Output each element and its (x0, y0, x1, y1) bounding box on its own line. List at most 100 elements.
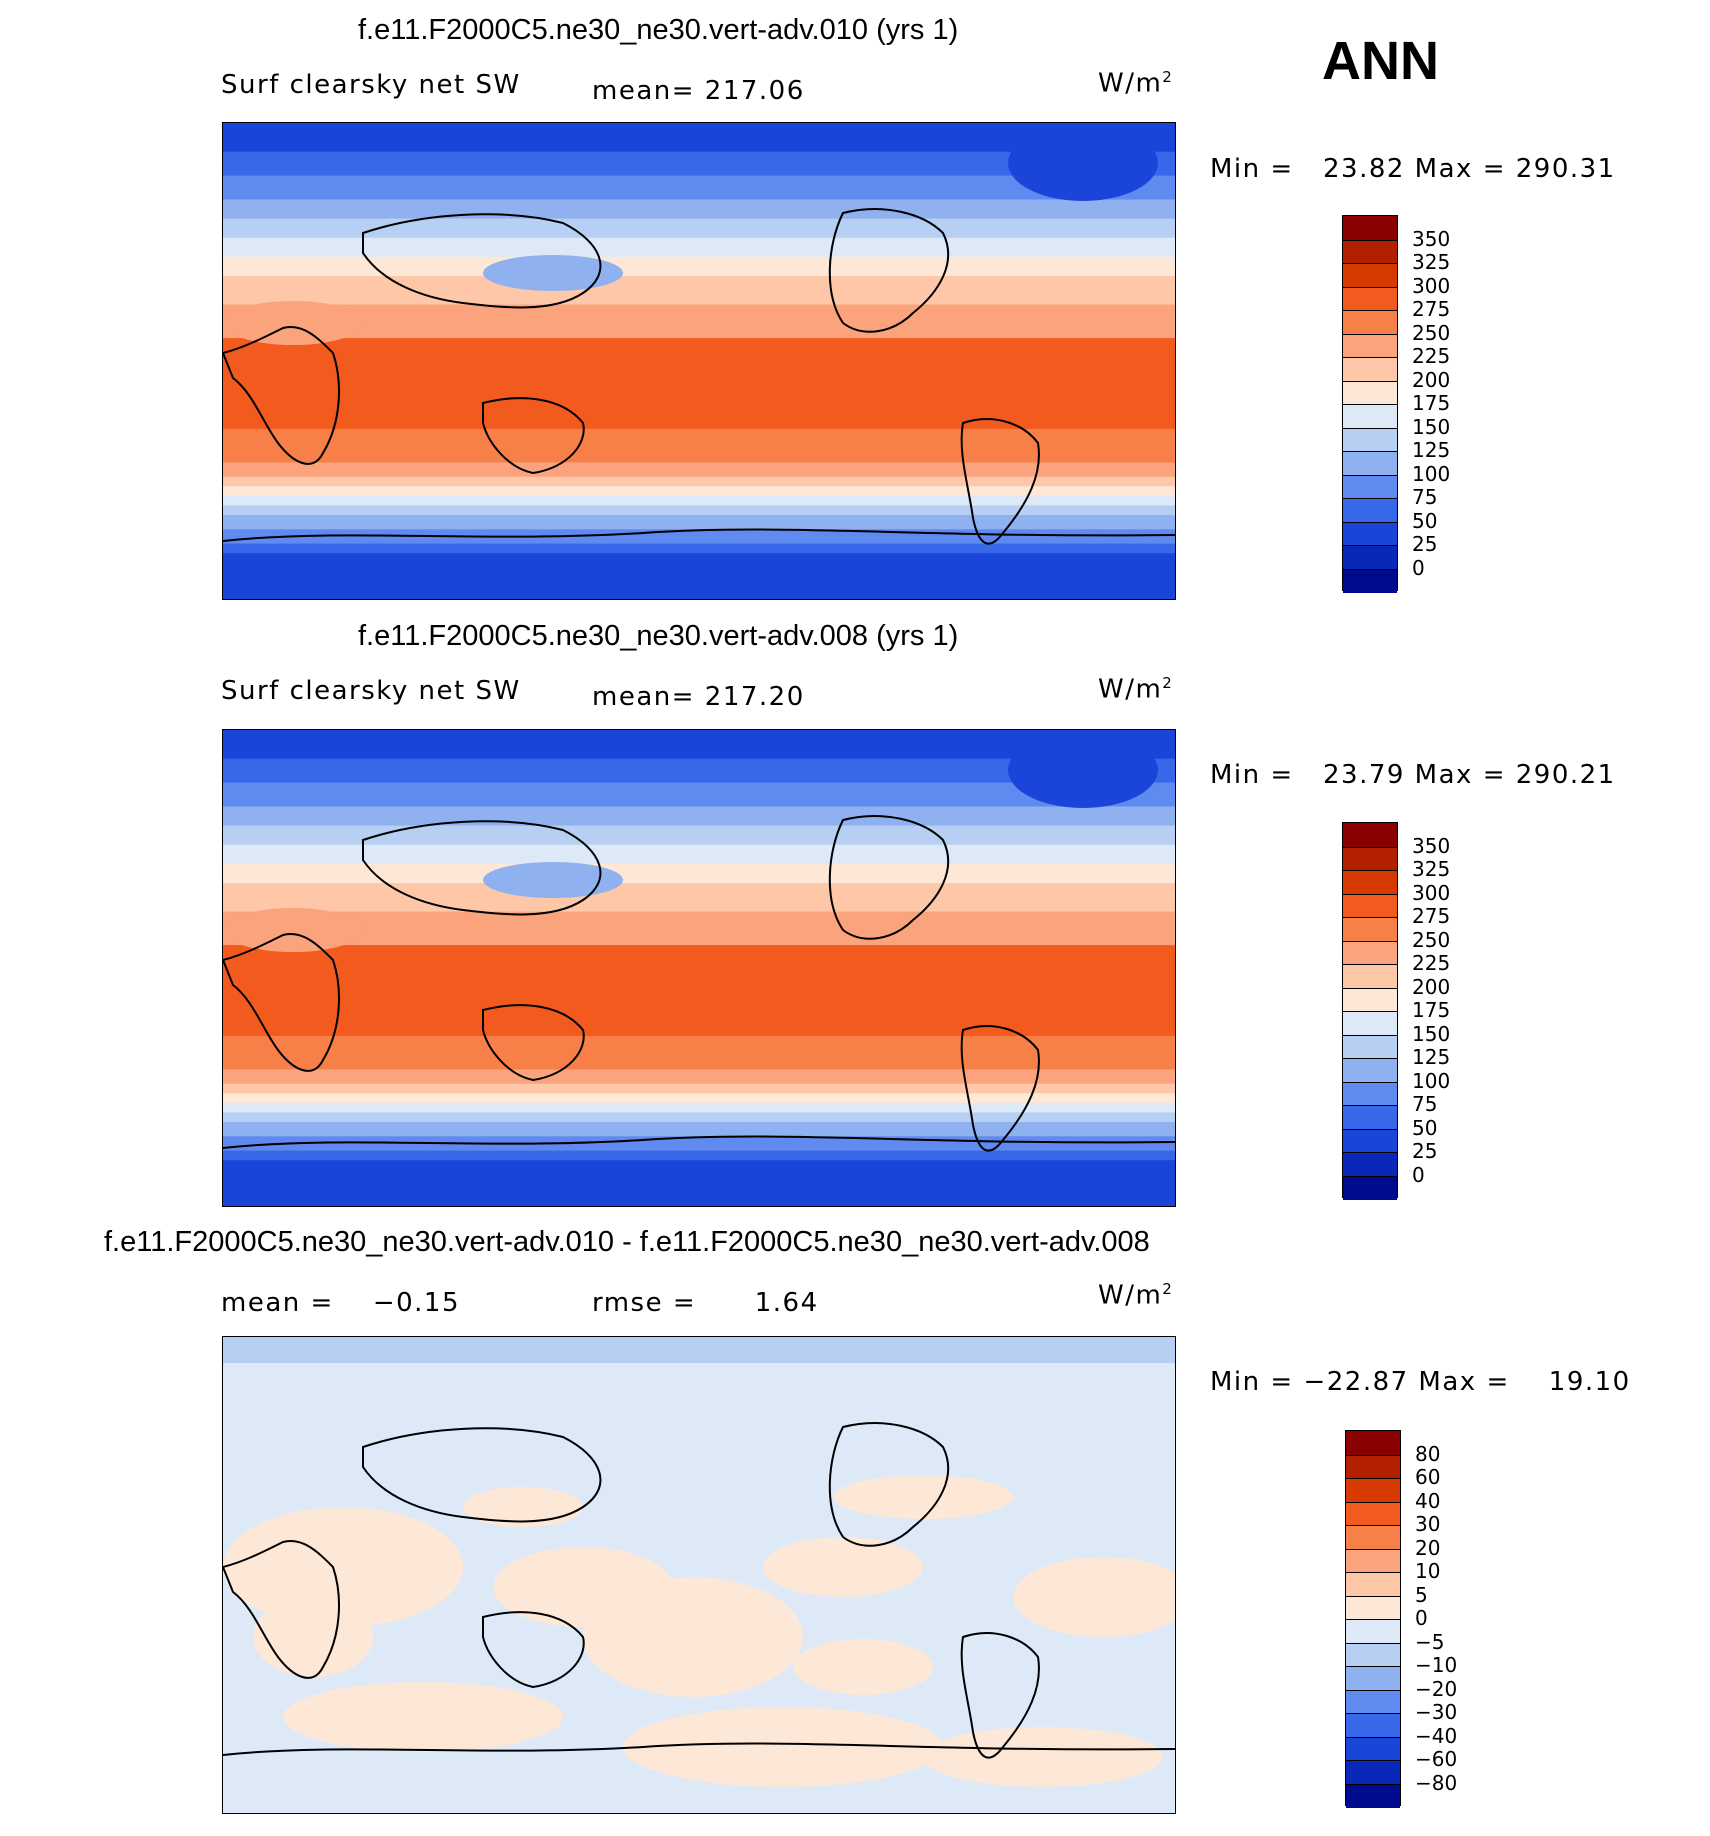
panel-2-variable-label: Surf clearsky net SW (221, 676, 521, 706)
panel-2-units: W/m2 (1098, 674, 1174, 705)
colorbar-label: 0 (1415, 1606, 1428, 1630)
colorbar-label: 225 (1412, 344, 1451, 368)
colorbar-swatch (1343, 1011, 1397, 1036)
colorbar-label: 225 (1412, 951, 1451, 975)
colorbar-label: 250 (1412, 320, 1451, 345)
colorbar-label: 350 (1412, 226, 1451, 251)
colorbar-swatch (1346, 1525, 1400, 1550)
panel-3-field (223, 1337, 1175, 1813)
colorbar-swatch (1343, 823, 1397, 848)
colorbar-swatch (1343, 239, 1397, 264)
panel-3-rmse-label: rmse = 1.64 (592, 1288, 819, 1318)
panel-1-units: W/m2 (1098, 68, 1174, 99)
colorbar-swatch (1343, 1152, 1397, 1177)
colorbar-label: 10 (1415, 1559, 1441, 1583)
colorbar-label: 325 (1412, 250, 1451, 274)
colorbar-swatch (1343, 357, 1397, 382)
colorbar-swatch (1346, 1689, 1400, 1714)
colorbar-swatch (1343, 498, 1397, 523)
colorbar-swatch (1343, 1081, 1397, 1106)
colorbar-label: 325 (1412, 857, 1451, 881)
panel-1-map (222, 122, 1176, 600)
panel-1-min-max: Min = 23.82 Max = 290.31 (1210, 154, 1616, 184)
colorbar-label: 300 (1412, 273, 1451, 298)
colorbar-swatch (1346, 1595, 1400, 1620)
colorbar-label: 25 (1412, 1139, 1438, 1163)
colorbar-label: 80 (1415, 1441, 1441, 1466)
panel-1-mean-label: mean= 217.06 (592, 76, 805, 106)
colorbar-swatch (1343, 521, 1397, 546)
panel-3-title: f.e11.F2000C5.ne30_ne30.vert-adv.010 - f… (104, 1226, 1150, 1258)
colorbar-label: 175 (1412, 998, 1451, 1022)
colorbar-label: 60 (1415, 1465, 1441, 1489)
colorbar-swatch (1343, 333, 1397, 358)
colorbar-label: −5 (1415, 1629, 1445, 1654)
colorbar-swatch (1343, 893, 1397, 918)
colorbar-label: 350 (1412, 833, 1451, 858)
panel-2-mean-label: mean= 217.20 (592, 682, 805, 712)
colorbar-swatch (1346, 1572, 1400, 1597)
colorbar-swatch (1343, 917, 1397, 942)
colorbar-label: 175 (1412, 391, 1451, 415)
panel-1-title: f.e11.F2000C5.ne30_ne30.vert-adv.010 (yr… (358, 14, 959, 46)
colorbar-swatch (1343, 870, 1397, 895)
colorbar-swatch (1346, 1783, 1400, 1808)
colorbar-swatch (1346, 1736, 1400, 1761)
colorbar-swatch (1346, 1548, 1400, 1573)
colorbar-label: 50 (1412, 508, 1438, 533)
colorbar-label: 75 (1412, 1092, 1438, 1116)
colorbar-label: −60 (1415, 1747, 1458, 1771)
colorbar-label: 20 (1415, 1535, 1441, 1560)
colorbar-label: 275 (1412, 297, 1451, 321)
colorbar-swatch (1343, 940, 1397, 965)
colorbar-label: 250 (1412, 927, 1451, 952)
colorbar-label: 275 (1412, 904, 1451, 928)
colorbar-swatch (1346, 1478, 1400, 1503)
colorbar-swatch (1346, 1431, 1400, 1456)
colorbar-swatch (1346, 1501, 1400, 1526)
colorbar-label: 125 (1412, 438, 1451, 462)
panel-3-map (222, 1336, 1176, 1814)
panel-3-colorbar (1345, 1430, 1401, 1808)
colorbar-label: −80 (1415, 1770, 1458, 1795)
colorbar-label: 150 (1412, 414, 1451, 439)
colorbar-swatch (1343, 380, 1397, 405)
colorbar-swatch (1346, 1619, 1400, 1644)
colorbar-swatch (1346, 1666, 1400, 1691)
colorbar-swatch (1343, 404, 1397, 429)
colorbar-label: 125 (1412, 1045, 1451, 1069)
colorbar-swatch (1346, 1713, 1400, 1738)
colorbar-swatch (1343, 286, 1397, 311)
colorbar-swatch (1343, 964, 1397, 989)
colorbar-swatch (1343, 568, 1397, 593)
colorbar-label: −20 (1415, 1676, 1458, 1701)
colorbar-swatch (1343, 1034, 1397, 1059)
colorbar-label: −10 (1415, 1653, 1458, 1677)
panel-1-field (223, 123, 1175, 599)
colorbar-swatch (1343, 1175, 1397, 1200)
colorbar-label: −30 (1415, 1700, 1458, 1724)
colorbar-swatch (1343, 474, 1397, 499)
colorbar-label: 300 (1412, 880, 1451, 905)
colorbar-swatch (1343, 263, 1397, 288)
colorbar-label: 0 (1412, 555, 1425, 580)
colorbar-label: 200 (1412, 367, 1451, 392)
colorbar-swatch (1343, 846, 1397, 871)
panel-2-title: f.e11.F2000C5.ne30_ne30.vert-adv.008 (yr… (358, 620, 959, 652)
colorbar-label: 200 (1412, 974, 1451, 999)
colorbar-label: 5 (1415, 1582, 1428, 1607)
colorbar-swatch (1343, 310, 1397, 335)
season-label: ANN (1322, 31, 1439, 91)
colorbar-label: 100 (1412, 1068, 1451, 1093)
colorbar-label: −40 (1415, 1723, 1458, 1748)
panel-2-colorbar (1342, 822, 1398, 1200)
colorbar-label: 75 (1412, 485, 1438, 509)
colorbar-label: 30 (1415, 1512, 1441, 1536)
colorbar-swatch (1343, 427, 1397, 452)
colorbar-swatch (1343, 987, 1397, 1012)
colorbar-swatch (1343, 216, 1397, 241)
panel-3-units: W/m2 (1098, 1280, 1174, 1311)
colorbar-label: 40 (1415, 1488, 1441, 1513)
colorbar-swatch (1343, 1058, 1397, 1083)
panel-3-min-max: Min = −22.87 Max = 19.10 (1210, 1367, 1631, 1397)
